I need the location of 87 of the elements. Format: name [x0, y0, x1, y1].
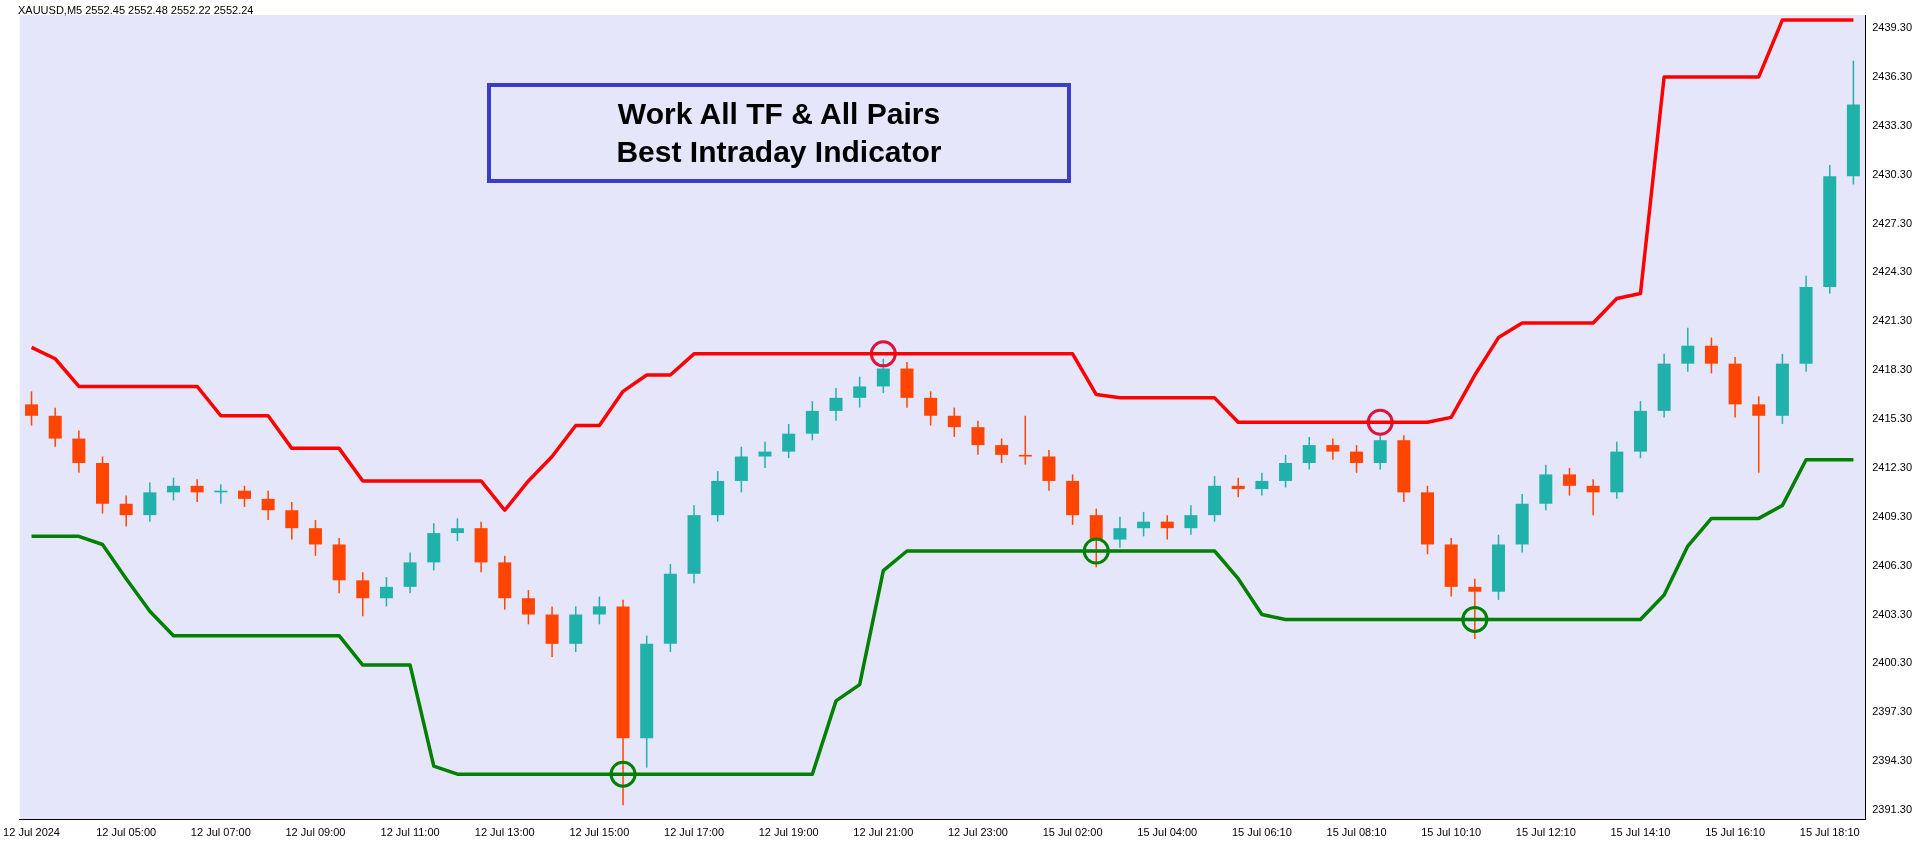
y-tick-label: 2436.30 — [1872, 69, 1912, 82]
candlestick — [25, 390, 39, 427]
candlestick — [285, 501, 299, 541]
candlestick — [1586, 478, 1600, 516]
x-tick-label: 12 Jul 15:00 — [569, 826, 630, 839]
candlestick — [758, 441, 772, 469]
candlestick — [995, 437, 1009, 464]
y-tick-label: 2418.30 — [1872, 363, 1912, 376]
y-tick-label: 2400.30 — [1872, 656, 1912, 669]
x-tick-label: 15 Jul 10:10 — [1421, 826, 1482, 839]
point — [1082, 537, 1110, 565]
y-tick-label: 2433.30 — [1872, 118, 1912, 131]
text-box: Work All TF & All Pairs Best Intraday Indicator — [487, 83, 1071, 183]
candlestick — [1113, 516, 1127, 549]
y-tick-label: 2421.30 — [1872, 314, 1912, 327]
candlestick — [592, 595, 606, 626]
candlestick — [48, 406, 62, 448]
point — [1461, 605, 1489, 633]
y-tick-label: 2394.30 — [1872, 754, 1912, 767]
x-tick-label: 12 Jul 13:00 — [474, 826, 535, 839]
candlestick — [261, 489, 275, 521]
candlestick — [1468, 577, 1482, 640]
candlestick — [1326, 437, 1340, 461]
candlestick — [356, 571, 370, 617]
candlestick — [1279, 454, 1293, 489]
candlestick — [947, 406, 961, 438]
y-tick-label: 2406.30 — [1872, 558, 1912, 571]
candlestick — [190, 478, 204, 503]
candlestick — [166, 476, 181, 502]
annotation: Work All TF & All Pairs — [616, 96, 942, 132]
point — [1366, 408, 1394, 436]
y-tick-label: 2397.30 — [1872, 705, 1912, 718]
x-tick-label: 12 Jul 11:00 — [380, 826, 440, 839]
candlestick — [1255, 472, 1269, 497]
candlestick — [829, 387, 843, 422]
x-tick-label: 15 Jul 08:10 — [1326, 826, 1387, 839]
y-tick-label: 2391.30 — [1872, 803, 1912, 816]
x-tick-label: 15 Jul 16:10 — [1705, 826, 1766, 839]
candlestick — [805, 400, 819, 441]
y-tick-label: 2427.30 — [1872, 216, 1912, 229]
x-tick-label: 12 Jul 2024 — [3, 826, 60, 839]
candlestick — [379, 576, 393, 608]
y-tick-label: 2439.30 — [1872, 21, 1912, 34]
x-tick-label: 15 Jul 04:00 — [1137, 826, 1198, 839]
y-tick-label: 2430.30 — [1872, 167, 1912, 180]
point — [609, 760, 637, 788]
candlestick — [1681, 327, 1695, 373]
candlestick — [308, 519, 322, 557]
y-tick-label: 2403.30 — [1872, 607, 1912, 620]
x-tick-label: 15 Jul 14:10 — [1610, 826, 1671, 839]
x-tick-label: 12 Jul 05:00 — [96, 826, 157, 839]
candlestick — [521, 589, 535, 626]
y-tick-label: 2409.30 — [1872, 509, 1912, 522]
candlestick — [1160, 514, 1174, 541]
candlestick — [1350, 444, 1364, 474]
candlestick — [853, 375, 867, 409]
candlestick — [1231, 476, 1245, 498]
x-tick-label: 12 Jul 17:00 — [664, 826, 724, 839]
x-tick-label: 15 Jul 02:00 — [1042, 826, 1103, 839]
candlestick — [1302, 436, 1316, 471]
x-tick-label: 15 Jul 12:10 — [1515, 826, 1576, 839]
annotation: Best Intraday Indicator — [615, 134, 943, 170]
x-tick-label: 12 Jul 23:00 — [947, 826, 1008, 839]
x-tick-label: 12 Jul 09:00 — [285, 826, 346, 839]
chart-title: XAUUSD,M5 2552.45 2552.48 2552.22 2552.24 — [18, 4, 254, 16]
candlestick — [1562, 467, 1576, 497]
candlestick — [876, 358, 890, 394]
candlestick — [1137, 511, 1151, 538]
candlestick — [143, 481, 157, 523]
candlestick — [1752, 395, 1766, 474]
candlestick — [1704, 336, 1718, 375]
candlestick — [450, 517, 464, 542]
x-tick-label: 15 Jul 06:10 — [1231, 826, 1292, 839]
x-tick-label: 12 Jul 21:00 — [853, 826, 914, 839]
x-tick-label: 12 Jul 07:00 — [190, 826, 251, 839]
candlestick — [924, 390, 938, 427]
candlestick — [1018, 415, 1032, 466]
y-tick-label: 2415.30 — [1872, 412, 1912, 425]
candlestick — [782, 423, 796, 459]
candlestick — [119, 494, 133, 528]
candlestick — [237, 485, 251, 508]
x-tick-label: 15 Jul 18:10 — [1799, 826, 1860, 839]
candlestick — [1184, 504, 1198, 536]
candlestick — [971, 419, 985, 456]
x-tick-label: 12 Jul 19:00 — [758, 826, 819, 839]
y-tick-label: 2412.30 — [1872, 460, 1912, 473]
y-tick-label: 2424.30 — [1872, 265, 1912, 278]
